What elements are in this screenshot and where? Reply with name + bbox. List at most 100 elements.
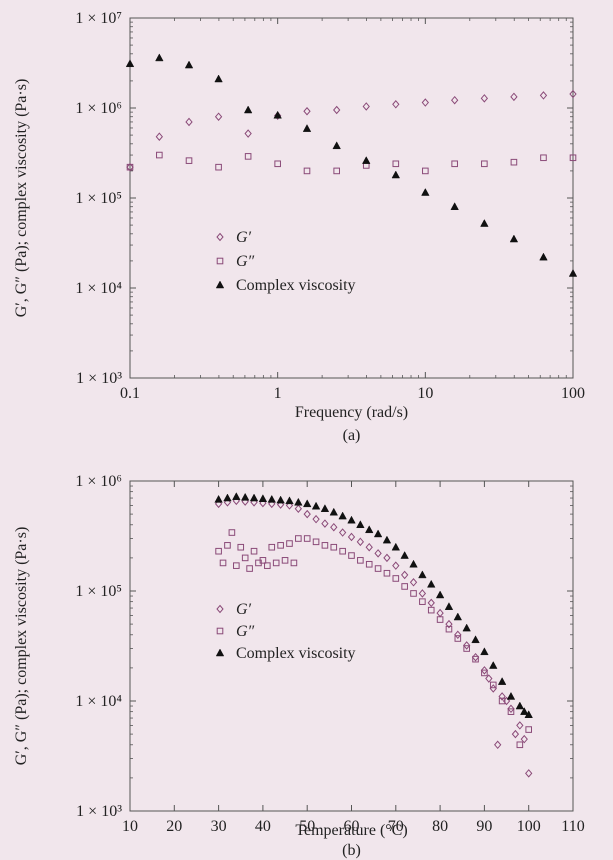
legend-marker-square (216, 257, 224, 265)
legend-label: G″ (236, 253, 255, 270)
y-tick-label: 1 × 10⁶ (75, 100, 122, 117)
data-point-diamond (525, 769, 533, 778)
data-point-diamond (485, 674, 493, 683)
data-point-triangle (382, 535, 392, 544)
data-point-diamond (362, 102, 370, 111)
data-point-triangle (329, 507, 339, 516)
data-point-square (392, 160, 400, 168)
data-point-square (303, 535, 311, 542)
data-point-square (540, 154, 547, 162)
x-tick-label: 1 (274, 385, 282, 402)
data-point-square (419, 598, 426, 605)
data-point-square (436, 616, 444, 623)
data-point-square (126, 163, 134, 171)
data-point-triangle (497, 677, 507, 685)
data-point-square (215, 547, 222, 555)
data-point-diamond (244, 129, 252, 138)
data-point-square (290, 559, 298, 567)
legend-marker-triangle (215, 280, 225, 289)
data-point-triangle (249, 493, 259, 502)
x-tick-label: 110 (561, 818, 584, 835)
data-point-triangle (539, 252, 548, 261)
x-tick-label: 0.1 (120, 385, 140, 402)
data-point-diamond (445, 619, 453, 629)
data-point-square (281, 557, 289, 564)
data-point-diamond (494, 740, 502, 750)
data-point-diamond (365, 542, 373, 552)
data-point-triangle (294, 497, 303, 506)
panel-label: (b) (342, 842, 361, 859)
x-tick-label: 80 (432, 818, 448, 835)
data-point-square (481, 669, 488, 677)
data-point-diamond (338, 528, 347, 537)
data-point-square (224, 542, 231, 549)
data-point-triangle (214, 74, 223, 83)
data-point-diamond (312, 514, 320, 524)
data-point-triangle (450, 202, 459, 210)
legend-marker-triangle (215, 648, 225, 657)
data-point-triangle (267, 494, 276, 503)
legend-marker-diamond (216, 604, 224, 614)
data-point-diamond (126, 162, 134, 172)
data-point-diamond (392, 561, 400, 570)
data-point-diamond (333, 105, 341, 115)
legend-marker-square (216, 627, 224, 635)
data-point-square (244, 153, 252, 160)
data-point-square (401, 583, 408, 590)
x-tick-label: 60 (344, 818, 360, 835)
data-point-diamond (418, 589, 427, 598)
data-point-diamond (374, 549, 382, 558)
data-point-diamond (489, 684, 497, 693)
series-triangle (214, 492, 533, 718)
data-point-triangle (427, 579, 436, 588)
data-point-square (303, 167, 311, 175)
data-point-triangle (453, 612, 463, 621)
data-point-diamond (511, 729, 520, 739)
data-point-diamond (155, 132, 163, 141)
data-point-triangle (421, 188, 430, 196)
y-tick-label: 1 × 10⁴ (75, 693, 122, 710)
data-point-triangle (509, 234, 519, 243)
data-point-square (365, 560, 373, 568)
data-point-diamond (569, 89, 577, 99)
data-point-diamond (214, 112, 223, 121)
data-point-square (454, 635, 462, 642)
data-point-square (472, 655, 479, 663)
data-point-triangle (364, 525, 374, 534)
y-axis-label: G′, G″ (Pa); complex viscosity (Pa·s) (13, 79, 30, 318)
data-point-square (228, 529, 236, 536)
data-point-square (339, 547, 346, 555)
data-point-diamond (463, 641, 471, 650)
data-point-triangle (515, 701, 525, 710)
y-tick-label: 1 × 10⁷ (75, 10, 122, 27)
data-point-square (330, 543, 338, 551)
data-point-triangle (285, 496, 294, 505)
data-point-diamond (421, 98, 429, 107)
data-point-square (489, 681, 497, 689)
legend-label: G′ (236, 229, 252, 246)
data-point-diamond (392, 100, 400, 109)
data-point-diamond (356, 537, 365, 547)
data-point-square (215, 163, 222, 171)
legend-label: G′ (236, 601, 252, 618)
data-point-square (156, 151, 163, 159)
y-tick-label: 1 × 10⁵ (75, 190, 122, 207)
data-point-diamond (409, 578, 418, 587)
data-point-square (185, 157, 193, 164)
data-point-square (264, 562, 271, 569)
data-point-triangle (184, 60, 194, 69)
series-triangle (125, 53, 578, 277)
x-tick-label: 20 (166, 818, 182, 835)
x-tick-label: 30 (211, 818, 227, 835)
data-point-triangle (418, 570, 427, 579)
data-point-diamond (383, 553, 391, 563)
data-point-square (525, 726, 533, 733)
data-point-triangle (435, 590, 445, 599)
chart-panel-a: 1 × 10³ 1 × 10⁴ 1 × 10⁵ 1 × 10⁶ 1 × 10⁷ 0.1 1 1… (13, 10, 585, 444)
data-point-diamond (294, 504, 302, 513)
series-square (215, 529, 533, 749)
data-point-diamond (285, 501, 294, 510)
data-point-triangle (391, 542, 401, 551)
data-point-square (383, 569, 391, 577)
panel-label: (a) (343, 427, 361, 444)
